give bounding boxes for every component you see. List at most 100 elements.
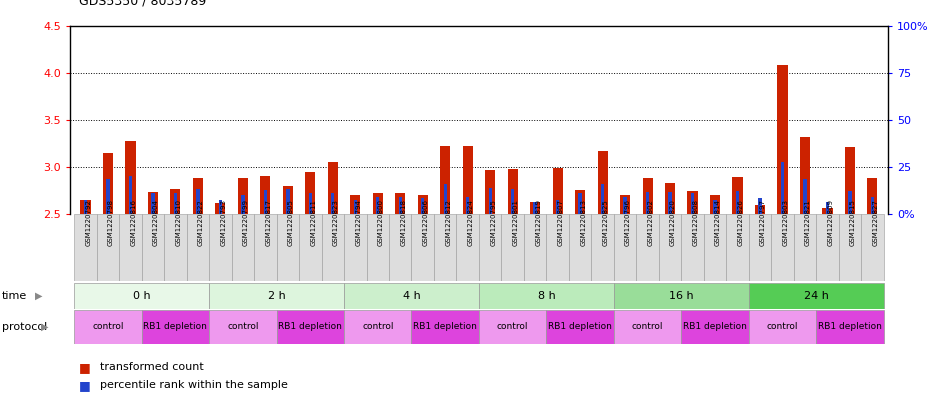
Bar <box>614 310 682 344</box>
Bar <box>84 200 87 214</box>
Bar <box>462 146 472 214</box>
Bar <box>264 190 267 214</box>
Bar <box>141 310 209 344</box>
Bar <box>643 178 653 214</box>
Text: GSM1220827: GSM1220827 <box>872 199 879 246</box>
Bar <box>309 193 312 214</box>
Bar <box>232 214 254 281</box>
Bar <box>777 65 788 214</box>
Bar <box>755 205 765 214</box>
Bar <box>411 214 434 281</box>
Text: GSM1220821: GSM1220821 <box>805 199 811 246</box>
Bar <box>713 200 717 214</box>
Text: GDS5350 / 8035789: GDS5350 / 8035789 <box>79 0 206 8</box>
Bar <box>366 214 389 281</box>
Text: percentile rank within the sample: percentile rank within the sample <box>100 380 287 390</box>
Bar <box>817 310 883 344</box>
Bar <box>376 197 379 214</box>
Text: GSM1220804: GSM1220804 <box>153 199 159 246</box>
Bar <box>623 197 627 214</box>
Bar <box>669 193 671 214</box>
Text: GSM1220816: GSM1220816 <box>130 199 137 246</box>
Bar <box>530 202 540 214</box>
Bar <box>193 178 203 214</box>
Bar <box>726 214 749 281</box>
Text: GSM1220807: GSM1220807 <box>558 199 564 246</box>
Text: GSM1220815: GSM1220815 <box>850 199 856 246</box>
Text: GSM1220810: GSM1220810 <box>176 199 181 246</box>
Bar <box>569 214 591 281</box>
Text: RB1 depletion: RB1 depletion <box>818 322 882 331</box>
Text: transformed count: transformed count <box>100 362 204 373</box>
Bar <box>97 214 119 281</box>
Text: GSM1220795: GSM1220795 <box>490 199 497 246</box>
Text: GSM1220822: GSM1220822 <box>198 199 204 246</box>
Text: ■: ■ <box>79 361 91 374</box>
Bar <box>614 283 749 309</box>
Bar <box>547 310 614 344</box>
Bar <box>501 214 524 281</box>
Bar <box>74 214 97 281</box>
Text: control: control <box>631 322 663 331</box>
Text: GSM1220806: GSM1220806 <box>423 199 429 246</box>
Text: GSM1220826: GSM1220826 <box>737 199 743 246</box>
Text: GSM1220800: GSM1220800 <box>378 199 384 246</box>
Bar <box>187 214 209 281</box>
Bar <box>691 193 694 214</box>
Text: GSM1220809: GSM1220809 <box>828 199 833 246</box>
Bar <box>601 184 604 214</box>
Bar <box>152 193 154 214</box>
Bar <box>614 214 636 281</box>
Text: GSM1220825: GSM1220825 <box>603 199 608 246</box>
Bar <box>771 214 793 281</box>
Bar <box>103 153 113 214</box>
Bar <box>552 168 563 214</box>
Bar <box>826 202 830 214</box>
Bar <box>658 214 682 281</box>
Bar <box>758 198 762 214</box>
Text: control: control <box>497 322 528 331</box>
Text: GSM1220819: GSM1220819 <box>535 199 541 246</box>
Bar <box>687 191 698 214</box>
Bar <box>682 310 749 344</box>
Bar <box>254 214 276 281</box>
Bar <box>488 188 492 214</box>
Bar <box>434 214 457 281</box>
Bar <box>126 141 136 214</box>
Bar <box>286 189 289 214</box>
Bar <box>682 214 704 281</box>
Text: GSM1220817: GSM1220817 <box>265 199 272 246</box>
Bar <box>479 310 547 344</box>
Bar <box>817 214 839 281</box>
Bar <box>411 310 479 344</box>
Bar <box>839 214 861 281</box>
Bar <box>598 151 607 214</box>
Bar <box>80 200 90 214</box>
Bar <box>331 193 335 214</box>
Bar <box>800 137 810 214</box>
Text: GSM1220813: GSM1220813 <box>580 199 586 246</box>
Bar <box>822 208 832 214</box>
Bar <box>793 214 817 281</box>
Bar <box>547 214 569 281</box>
Bar <box>344 283 479 309</box>
Bar <box>485 170 496 214</box>
Text: control: control <box>92 322 124 331</box>
Bar <box>299 214 322 281</box>
Text: GSM1220796: GSM1220796 <box>625 199 631 246</box>
Bar <box>322 214 344 281</box>
Bar <box>141 214 165 281</box>
Bar <box>119 214 141 281</box>
Bar <box>736 191 739 214</box>
Bar <box>216 203 225 214</box>
Text: GSM1220801: GSM1220801 <box>512 199 519 246</box>
Bar <box>395 193 405 214</box>
Bar <box>418 195 428 214</box>
Bar <box>276 310 344 344</box>
Text: GSM1220803: GSM1220803 <box>782 199 789 246</box>
Bar <box>844 147 855 214</box>
Text: GSM1220823: GSM1220823 <box>333 199 339 246</box>
Bar <box>646 191 649 214</box>
Bar <box>870 197 874 214</box>
Bar <box>421 198 424 214</box>
